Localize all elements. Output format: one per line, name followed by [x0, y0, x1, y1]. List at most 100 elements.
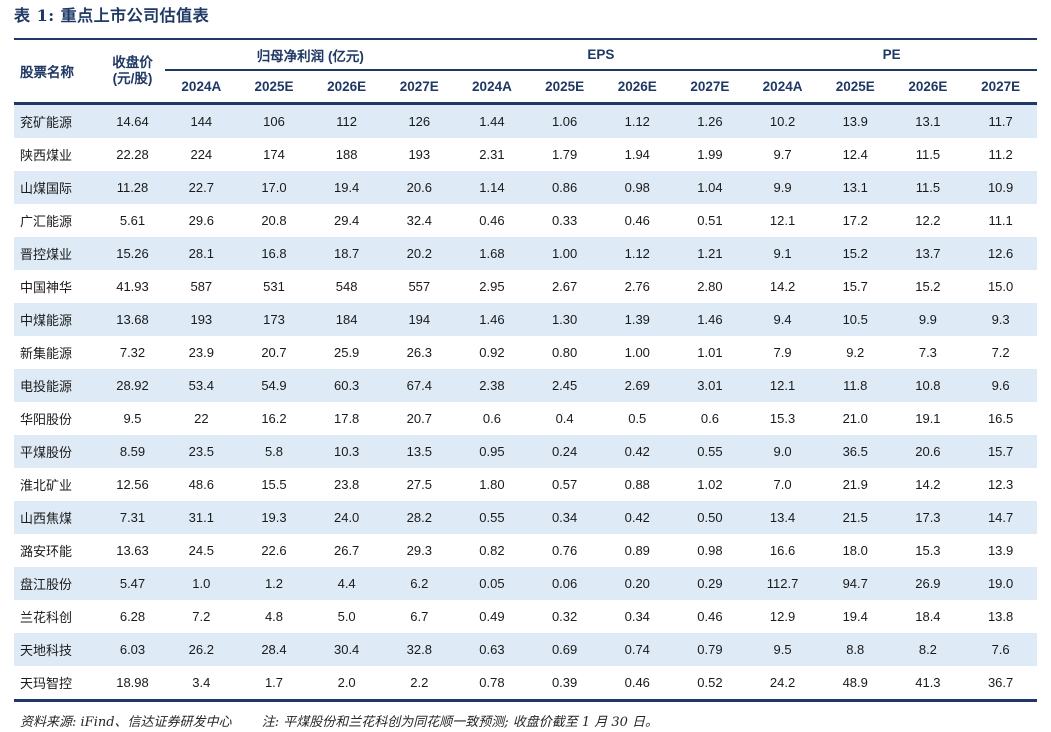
value-cell: 36.7 [987, 675, 1014, 690]
value-cell: 13.5 [406, 444, 432, 459]
value-cell: 3.4 [192, 675, 211, 690]
table-row: 广汇能源 5.61 29.6 20.8 29.4 32.4 0.46 0.33 0.46 0.51… [14, 204, 1037, 237]
value-cell: 0.80 [551, 345, 578, 360]
value-cell: 0.6 [700, 411, 719, 426]
value-cell: 9.9 [918, 312, 937, 327]
value-cell: 12.6 [987, 246, 1014, 261]
value-cell: 1.46 [479, 312, 505, 327]
value-cell: 28.2 [406, 510, 432, 525]
value-cell: 67.4 [406, 378, 432, 393]
value-cell: 13.9 [987, 543, 1014, 558]
value-cell: 557 [408, 279, 431, 294]
value-cell: 194 [408, 312, 431, 327]
value-cell: 30.4 [333, 642, 360, 657]
value-cell: 1.7 [264, 675, 284, 690]
value-cell: 41.3 [915, 675, 941, 690]
value-cell: 12.3 [987, 477, 1014, 492]
year-header-cell: 2026E [310, 70, 383, 105]
value-cell: 0.89 [624, 543, 650, 558]
value-cell: 0.32 [551, 609, 578, 624]
value-cell: 9.0 [773, 444, 792, 459]
table-row: 新集能源 7.32 23.9 20.7 25.9 26.3 0.92 0.80 1.00 1.01… [14, 336, 1037, 369]
value-cell: 53.4 [188, 378, 214, 393]
value-cell: 19.1 [915, 411, 941, 426]
value-cell: 0.52 [697, 675, 723, 690]
stock-name-cell: 陕西煤业 [20, 148, 73, 163]
value-cell: 60.3 [333, 378, 360, 393]
value-cell: 20.7 [261, 345, 287, 360]
value-cell: 10.9 [987, 180, 1014, 195]
value-cell: 0.46 [697, 609, 723, 624]
value-cell: 32.8 [406, 642, 432, 657]
value-cell: 12.2 [915, 213, 941, 228]
value-cell: 16.8 [261, 246, 287, 261]
value-cell: 23.8 [333, 477, 360, 492]
value-cell: 13.1 [915, 114, 941, 129]
value-cell: 17.0 [261, 180, 287, 195]
stock-name-cell: 山煤国际 [20, 181, 73, 196]
value-cell: 0.05 [479, 576, 505, 591]
value-cell: 174 [263, 147, 285, 162]
value-cell: 548 [335, 279, 358, 294]
value-cell: 531 [263, 279, 285, 294]
table-row: 中国神华 41.93 587 531 548 557 2.95 2.67 2.76 2.80 14.… [14, 270, 1037, 303]
value-cell: 9.1 [773, 246, 792, 261]
value-cell: 0.92 [479, 345, 505, 360]
value-cell: 9.2 [846, 345, 865, 360]
value-cell: 7.2 [192, 609, 211, 624]
value-cell: 184 [335, 312, 358, 327]
close-price-cell: 13.63 [116, 543, 149, 558]
table-title: 表 1: 重点上市公司估值表 [14, 6, 210, 25]
table-row: 晋控煤业 15.26 28.1 16.8 18.7 20.2 1.68 1.00 1.12 1.2… [14, 237, 1037, 270]
group-header-row: 股票名称 收盘价 (元/股) 归母净利润 (亿元) EPS PE [14, 39, 1037, 105]
stock-name-cell: 平煤股份 [20, 445, 73, 460]
value-cell: 19.3 [261, 510, 287, 525]
value-cell: 26.3 [406, 345, 432, 360]
value-cell: 16.2 [261, 411, 287, 426]
value-cell: 0.79 [697, 642, 723, 657]
value-cell: 4.8 [264, 609, 284, 624]
stock-name-cell: 兖矿能源 [20, 115, 73, 130]
value-cell: 24.5 [188, 543, 214, 558]
value-cell: 2.31 [479, 147, 505, 162]
value-cell: 27.5 [406, 477, 432, 492]
value-cell: 1.0 [192, 576, 211, 591]
value-cell: 22 [194, 411, 209, 426]
value-cell: 0.39 [551, 675, 578, 690]
value-cell: 5.0 [337, 609, 356, 624]
value-cell: 1.68 [479, 246, 505, 261]
value-cell: 54.9 [261, 378, 287, 393]
year-header-cell: 2027E [382, 70, 456, 105]
value-cell: 0.88 [624, 477, 650, 492]
value-cell: 0.98 [697, 543, 723, 558]
value-cell: 12.1 [769, 378, 796, 393]
value-cell: 9.7 [773, 147, 792, 162]
value-cell: 15.2 [842, 246, 868, 261]
value-cell: 0.98 [624, 180, 650, 195]
year-header-cell: 2024A [455, 70, 529, 105]
value-cell: 2.95 [479, 279, 505, 294]
value-cell: 1.2 [264, 576, 284, 591]
value-cell: 188 [335, 147, 358, 162]
year-header-cell: 2026E [891, 70, 965, 105]
value-cell: 18.4 [915, 609, 941, 624]
value-cell: 0.50 [697, 510, 723, 525]
stock-name-cell: 淮北矿业 [20, 478, 73, 493]
close-price-cell: 6.03 [119, 642, 146, 657]
stock-name-cell: 晋控煤业 [20, 247, 73, 262]
close-price-cell: 15.26 [116, 246, 149, 261]
value-cell: 0.24 [551, 444, 578, 459]
value-cell: 1.46 [697, 312, 723, 327]
col-header-close-price: 收盘价 (元/股) [100, 39, 165, 105]
value-cell: 13.8 [987, 609, 1014, 624]
stock-name-cell: 兰花科创 [20, 610, 73, 625]
value-cell: 112 [336, 114, 357, 129]
value-cell: 9.9 [773, 180, 792, 195]
value-cell: 126 [408, 114, 431, 129]
close-price-cell: 7.31 [119, 510, 146, 525]
table-footnote: 资料来源: iFind、信达证券研发中心 注: 平煤股份和兰花科创为同花顺一致预… [14, 711, 1037, 730]
value-cell: 7.2 [991, 345, 1010, 360]
value-cell: 13.7 [915, 246, 941, 261]
note-text: 注: 平煤股份和兰花科创为同花顺一致预测; 收盘价截至 1 月 30 日。 [261, 715, 659, 730]
year-header-cell: 2025E [528, 70, 601, 105]
